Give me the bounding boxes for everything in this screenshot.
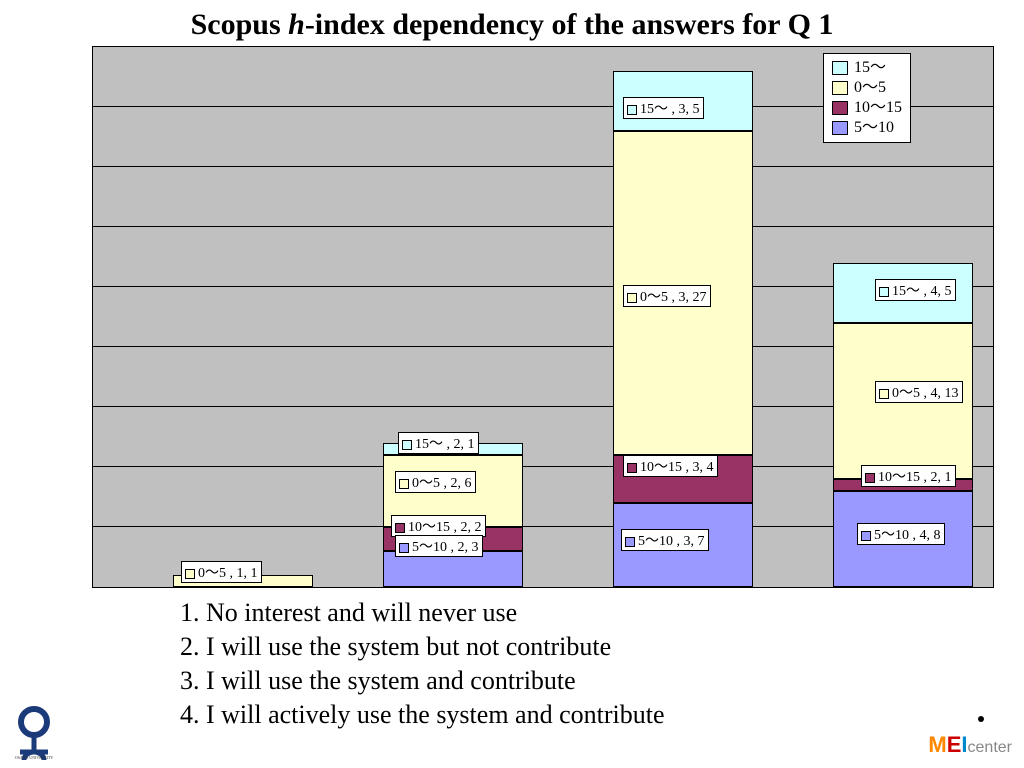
marker-icon — [627, 463, 637, 473]
osaka-university-logo: OSAKA UNIVERSITY — [10, 704, 58, 760]
title-pre: Scopus — [191, 8, 289, 41]
data-label: 0～5 , 2, 6 — [395, 471, 476, 493]
marker-icon — [185, 569, 195, 579]
legend-item: 15～ — [832, 58, 902, 78]
legend-swatch — [832, 61, 848, 75]
data-label: 5～10 , 2, 3 — [395, 535, 483, 557]
answer-list: 1. No interest and will never use2. I wi… — [180, 596, 1024, 732]
title-post: -index dependency of the answers for Q 1 — [305, 8, 834, 41]
marker-icon — [879, 287, 889, 297]
title-h: h — [288, 8, 305, 41]
answer-item: 3. I will use the system and contribute — [180, 664, 1024, 698]
answer-item: 4. I will actively use the system and co… — [180, 698, 1024, 732]
marker-icon — [861, 531, 871, 541]
data-label: 0～5 , 1, 1 — [181, 561, 262, 583]
data-label: 0～5 , 3, 27 — [623, 285, 711, 307]
legend-swatch — [832, 121, 848, 135]
marker-icon — [627, 293, 637, 303]
answer-item: 1. No interest and will never use — [180, 596, 1024, 630]
marker-icon — [399, 479, 409, 489]
gridline — [93, 226, 993, 227]
gridline — [93, 166, 993, 167]
marker-icon — [395, 523, 405, 533]
marker-icon — [865, 473, 875, 483]
legend-swatch — [832, 81, 848, 95]
marker-icon — [402, 440, 412, 450]
marker-icon — [625, 537, 635, 547]
data-label: 15～ , 2, 1 — [398, 432, 479, 454]
bullet-dot — [978, 716, 984, 722]
legend-item: 5～10 — [832, 118, 902, 138]
data-label: 5～10 , 4, 8 — [857, 523, 945, 545]
marker-icon — [879, 389, 889, 399]
mei-center-logo: MEIcenter — [928, 732, 1012, 758]
chart: Number of Answers 0～5 , 1, 115～ , 2, 10～… — [32, 46, 992, 586]
legend-swatch — [832, 101, 848, 115]
data-label: 10～15 , 2, 1 — [861, 465, 956, 487]
data-label: 10～15 , 3, 4 — [623, 455, 718, 477]
data-label: 5～10 , 3, 7 — [621, 529, 709, 551]
data-label: 0～5 , 4, 13 — [875, 381, 963, 403]
legend-item: 0～5 — [832, 78, 902, 98]
data-label: 10～15 , 2, 2 — [391, 515, 486, 537]
plot-area: 0～5 , 1, 1 15～ , 2, 1 0～5 , 2, 6 10～15 , 2,… — [92, 46, 994, 588]
data-label: 15～ , 4, 5 — [875, 279, 956, 301]
marker-icon — [399, 543, 409, 553]
data-label: 15～ , 3, 5 — [623, 97, 704, 119]
answer-item: 2. I will use the system but not contrib… — [180, 630, 1024, 664]
marker-icon — [627, 105, 637, 115]
legend-item: 10～15 — [832, 98, 902, 118]
page-title: Scopus h-index dependency of the answers… — [0, 0, 1024, 46]
svg-text:OSAKA UNIVERSITY: OSAKA UNIVERSITY — [15, 755, 54, 760]
legend: 15～0～510～155～10 — [823, 53, 911, 143]
